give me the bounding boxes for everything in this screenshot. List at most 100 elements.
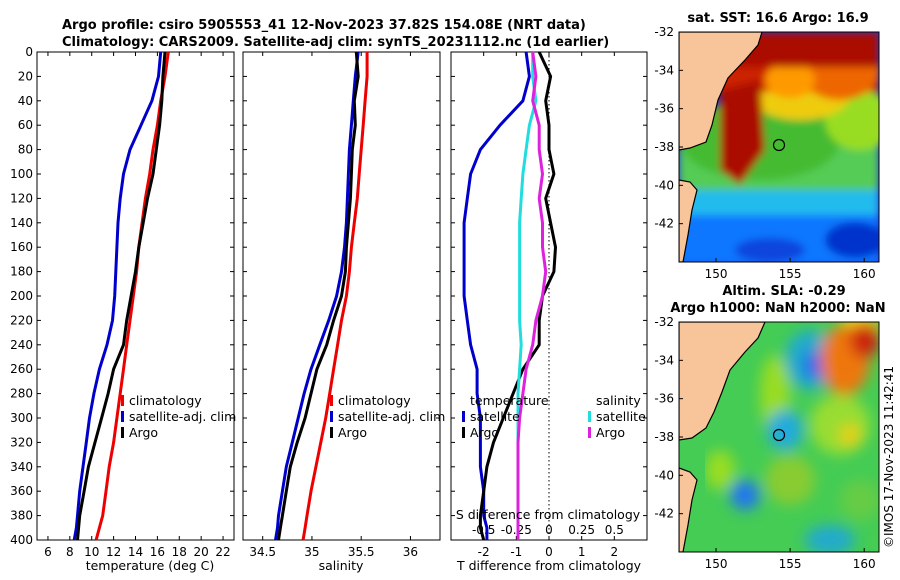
legend-swatch-satellite (121, 411, 124, 422)
legend-label-satellite: satellite-adj. clim (129, 409, 236, 424)
series-argo (76, 51, 167, 541)
legend-swatch-climatology (121, 395, 124, 406)
difference-top-xlabel: S difference from climatology (456, 507, 641, 522)
legend-swatch-argo (330, 427, 333, 438)
map-y-tick-label: -34 (654, 353, 674, 367)
x-tick-label: 35.5 (348, 545, 375, 559)
top-x-tick-label: 0.25 (568, 523, 595, 537)
y-tick-label: 80 (18, 143, 33, 157)
legend-swatch-sal-satellite (588, 411, 591, 422)
top-x-tick-label: -0.25 (501, 523, 532, 537)
series-temperature-satellite (462, 51, 531, 540)
legend-label-satellite: satellite-adj. clim (338, 409, 445, 424)
y-tick-label: 280 (10, 387, 33, 401)
y-tick-label: 160 (10, 240, 33, 254)
x-tick-label: 14 (128, 545, 143, 559)
x-tick-label: 16 (150, 545, 165, 559)
legend-swatch-climatology (330, 395, 333, 406)
top-x-tick-label: -0.5 (472, 523, 495, 537)
figure-title-line1: Argo profile: csiro 5905553_41 12-Nov-20… (62, 18, 586, 33)
map-y-tick-label: -42 (654, 217, 674, 231)
x-tick-label: 12 (106, 545, 121, 559)
y-tick-label: 400 (10, 533, 33, 547)
series-satellite-adj-clim (72, 51, 163, 541)
y-tick-label: 100 (10, 167, 33, 181)
x-tick-label: 10 (84, 545, 99, 559)
sst-map: sat. SST: 16.6 Argo: 16.9 (654, 11, 880, 281)
difference-xlabel: T difference from climatology (456, 558, 642, 573)
x-tick-label: 34.5 (249, 545, 276, 559)
sst-map-title: sat. SST: 16.6 Argo: 16.9 (687, 11, 868, 26)
y-tick-label: 240 (10, 338, 33, 352)
series-satellite-adj-clim (274, 51, 360, 541)
y-tick-label: 360 (10, 484, 33, 498)
map-y-tick-label: -38 (654, 430, 674, 444)
x-tick-label: 6 (44, 545, 52, 559)
salinity-legend: climatology satellite-adj. clim Argo (330, 393, 445, 440)
imos-watermark: ©IMOS 17-Nov-2023 11:42:41 (882, 366, 896, 548)
series-climatology (94, 51, 170, 541)
legend-label-climatology: climatology (129, 393, 202, 408)
x-tick-label: 22 (215, 545, 230, 559)
y-tick-label: 320 (10, 435, 33, 449)
legend-swatch-argo (121, 427, 124, 438)
figure-title-line2: Climatology: CARS2009. Satellite-adj cli… (62, 35, 609, 50)
sla-map: Altim. SLA: -0.29 Argo h1000: NaN h2000:… (654, 284, 885, 571)
map-x-tick-label: 155 (779, 267, 802, 281)
salinity-xlabel: salinity (319, 558, 364, 573)
legend-swatch-temp-argo (462, 427, 465, 438)
legend-label-temperature: temperature (470, 393, 549, 408)
series-climatology (301, 52, 369, 541)
legend-label-climatology: climatology (338, 393, 411, 408)
x-tick-label: -1 (510, 545, 522, 559)
legend-swatch-sal-argo (588, 427, 591, 438)
map-y-tick-label: -42 (654, 507, 674, 521)
sla-ticks: 150 155 160 -32 -34 -36 -38 -40 -42 (654, 315, 875, 571)
legend-label-sal-satellite: satellite (596, 409, 646, 424)
map-x-tick-label: 150 (705, 557, 728, 571)
x-tick-label: -2 (478, 545, 490, 559)
legend-swatch-temp-satellite (462, 411, 465, 422)
sla-field (705, 322, 879, 552)
series-salinity-argo (516, 51, 548, 540)
temperature-xlabel: temperature (deg C) (86, 558, 215, 573)
difference-plot: -2 -1 0 1 2 -0.5 -0.25 0 0.25 0.5 (450, 51, 648, 559)
y-tick-label: 20 (18, 69, 33, 83)
map-y-tick-label: -40 (654, 468, 674, 482)
sla-map-title-line1: Altim. SLA: -0.29 (722, 284, 845, 299)
y-tick-label: 220 (10, 313, 33, 327)
legend-label-temp-satellite: satellite (470, 409, 520, 424)
series-argo (277, 51, 360, 541)
y-tick-label: 0 (25, 45, 33, 59)
series-temperature-argo (478, 51, 557, 541)
map-y-tick-label: -36 (654, 392, 674, 406)
y-tick-label: 180 (10, 265, 33, 279)
map-x-tick-label: 160 (853, 267, 876, 281)
x-tick-label: 8 (66, 545, 74, 559)
sla-land (679, 322, 766, 441)
top-x-tick-label: 0 (545, 523, 553, 537)
map-x-tick-label: 155 (779, 557, 802, 571)
sst-land-south (679, 179, 698, 262)
legend-swatch-satellite (330, 411, 333, 422)
map-y-tick-label: -38 (654, 140, 674, 154)
y-tick-label: 40 (18, 94, 33, 108)
sla-map-title-line2: Argo h1000: NaN h2000: NaN (670, 301, 885, 316)
y-tick-label: 380 (10, 509, 33, 523)
y-tick-label: 140 (10, 216, 33, 230)
x-tick-label: 18 (172, 545, 187, 559)
map-y-tick-label: -32 (654, 315, 674, 329)
temperature-legend: climatology satellite-adj. clim Argo (121, 393, 236, 440)
y-tick-label: 120 (10, 191, 33, 205)
x-tick-label: 0 (545, 545, 553, 559)
y-tick-label: 260 (10, 362, 33, 376)
top-x-tick-label: 0.5 (605, 523, 624, 537)
sla-land-south (679, 467, 698, 552)
legend-label-salinity: salinity (596, 393, 641, 408)
map-x-tick-label: 150 (705, 267, 728, 281)
y-tick-label: 300 (10, 411, 33, 425)
map-y-tick-label: -36 (654, 102, 674, 116)
sst-float-marker (772, 138, 786, 152)
legend-label-argo: Argo (338, 425, 367, 440)
